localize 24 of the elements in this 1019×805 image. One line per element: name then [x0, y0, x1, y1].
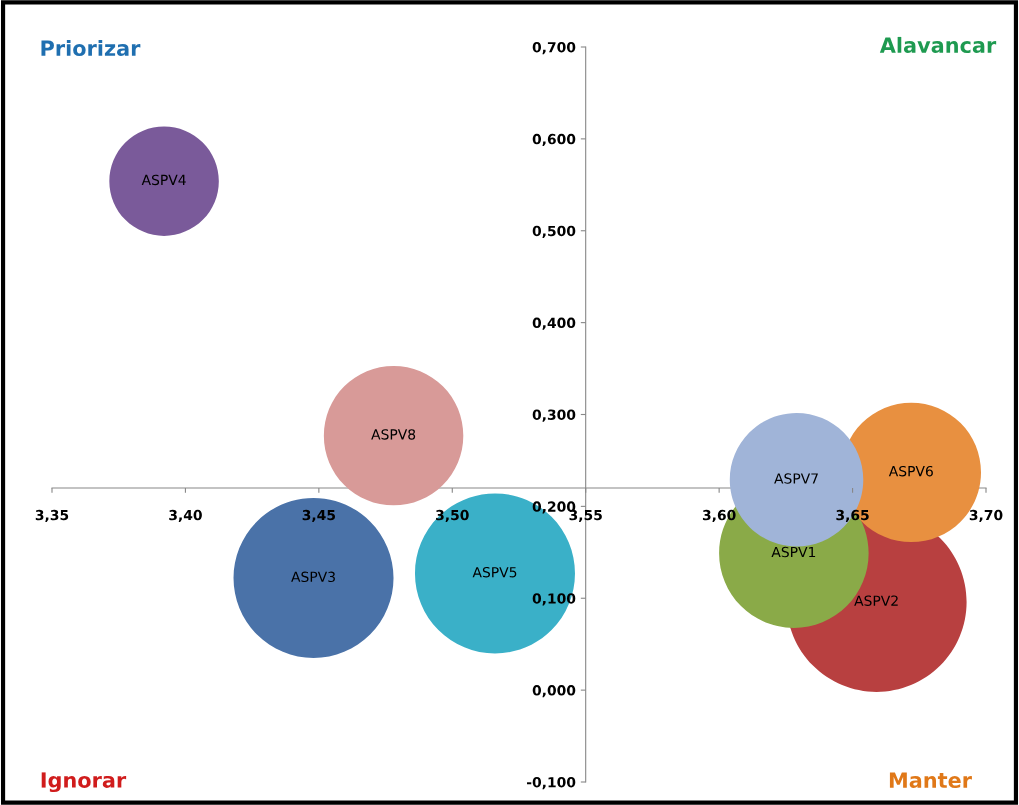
x-tick-label: 3,40 — [169, 509, 202, 523]
series-label: ASPV6 — [888, 465, 933, 477]
series-label: ASPV7 — [774, 473, 818, 484]
y-tick-label: 0,300 — [532, 409, 576, 422]
series-label: ASPV8 — [371, 429, 416, 440]
x-tick-label: 3,35 — [35, 509, 69, 523]
y-tick-label: -0,100 — [527, 776, 576, 790]
annotation: Manter — [889, 772, 972, 789]
annotation: Priorizar — [41, 39, 141, 57]
x-tick-label: 3,50 — [436, 509, 469, 523]
series-label: ASPV4 — [141, 174, 186, 186]
series-label: ASPV1 — [771, 546, 816, 558]
y-tick-label: 0,000 — [532, 685, 576, 698]
x-tick-label: 3,45 — [302, 509, 336, 523]
series-label: ASPV3 — [291, 571, 335, 583]
x-tick-label: 3,70 — [969, 509, 1003, 523]
y-tick-label: 0,700 — [532, 41, 576, 55]
annotation: Alavancar — [879, 36, 997, 54]
annotation: Ignorar — [41, 772, 127, 793]
y-tick-label: 0,400 — [532, 317, 576, 330]
series-label: ASPV2 — [854, 595, 898, 606]
y-tick-label: 0,500 — [532, 225, 576, 238]
series-label: ASPV5 — [472, 566, 517, 578]
y-tick-label: 0,600 — [532, 133, 576, 147]
